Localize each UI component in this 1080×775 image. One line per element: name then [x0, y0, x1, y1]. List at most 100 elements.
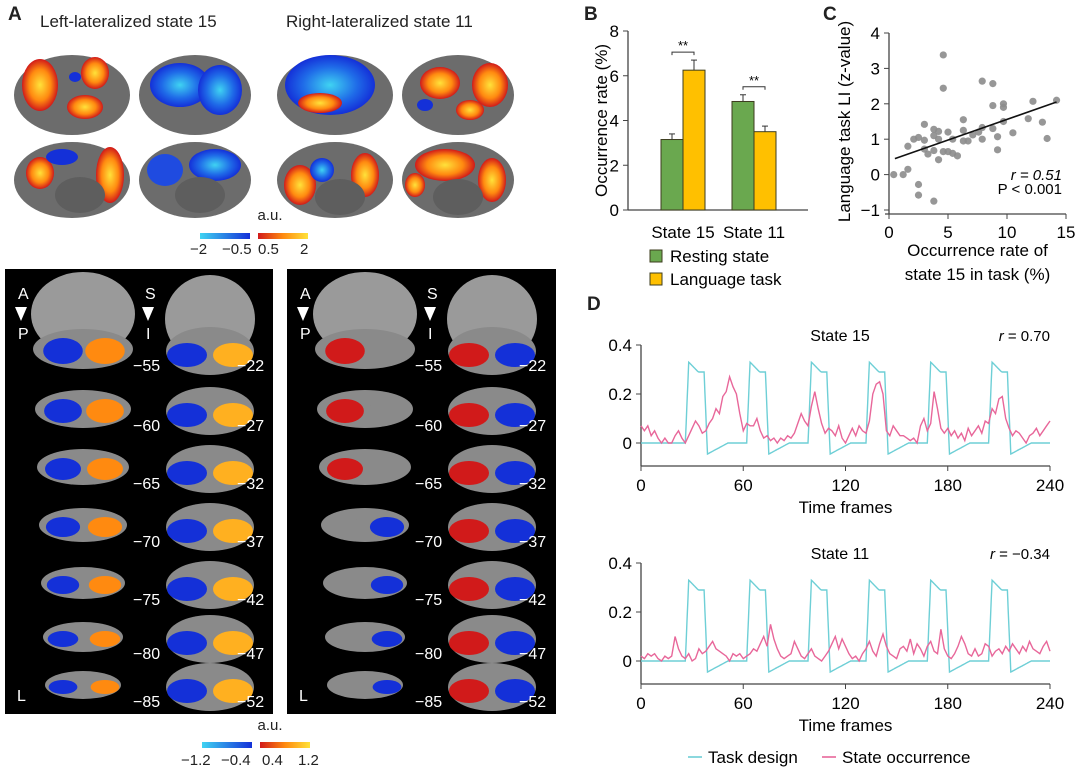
- panel-a-title-left: Left-lateralized state 15: [40, 12, 217, 31]
- arrow-down-icon: [142, 307, 154, 321]
- axial-slice-label: −27: [519, 418, 546, 435]
- coronal-slice-label: −60: [415, 418, 442, 435]
- coronal-activation-right: [372, 680, 402, 694]
- brain-medial-left-state15: [14, 142, 130, 218]
- y-tick-label: 4: [871, 24, 880, 43]
- colorbar-bottom-tick-3: 0.4: [262, 752, 283, 769]
- scatter-point: [920, 136, 928, 144]
- axial-activation-right: [495, 403, 535, 427]
- orientation-label-l: L: [17, 688, 26, 705]
- y-tick-label: 4: [610, 112, 619, 131]
- y-tick-label: 3: [871, 59, 880, 78]
- axial-slice-label: −47: [237, 646, 264, 663]
- axial-activation-right: [213, 519, 253, 543]
- colorbar-bottom-tick-4: 1.2: [298, 752, 319, 769]
- coronal-activation-left: [330, 680, 360, 694]
- brain-medial-right-state11: [402, 142, 514, 218]
- scatter-point: [993, 146, 1002, 154]
- coronal-activation-right: [368, 399, 406, 423]
- scatter-point: [1024, 115, 1032, 123]
- coronal-activation-left: [48, 680, 78, 694]
- scatter-point: [930, 197, 938, 205]
- axial-slice-label: −27: [237, 418, 264, 435]
- coronal-activation-right: [369, 517, 405, 537]
- colorbar-top-tick-1: −2: [190, 241, 208, 258]
- coronal-activation-right: [88, 576, 122, 594]
- coronal-slice-label: −75: [415, 592, 442, 609]
- scatter-point: [999, 103, 1008, 111]
- scatter-point: [939, 84, 947, 92]
- axial-activation-left: [449, 577, 489, 601]
- x-tick-label: 240: [1036, 476, 1064, 495]
- coronal-activation-left: [45, 458, 81, 480]
- scatter-point: [989, 80, 997, 88]
- brain-lateral-right-state11: [402, 55, 514, 135]
- panel-label-c: C: [823, 4, 837, 25]
- x-tick-label: 120: [831, 476, 859, 495]
- x-tick-label: 60: [734, 476, 753, 495]
- cerebellum-slices: A P S I L −55 −22 −60 −27 −65 −32 −70 −37 −75 −42 −80 −4…: [297, 272, 546, 711]
- coronal-slice-label: −75: [133, 592, 160, 609]
- y-tick-label: 8: [610, 22, 619, 41]
- colorbar-bottom-positive: [260, 742, 310, 748]
- scatter-point: [890, 171, 898, 179]
- legend-panel-d: Task design State occurrence: [688, 748, 971, 767]
- coronal-slice-label: −80: [133, 646, 160, 663]
- legend-label-state: State occurrence: [842, 748, 971, 767]
- brain-lateral-left-state11: [277, 55, 393, 135]
- orientation-label-i: I: [428, 326, 432, 343]
- arrow-down-icon: [297, 307, 309, 321]
- axial-activation-right: [495, 343, 535, 367]
- brain-lateral-left-state15: [14, 55, 130, 135]
- legend-swatch: [649, 249, 663, 263]
- legend-label: Language task: [670, 270, 782, 289]
- arrow-down-icon: [424, 307, 436, 321]
- colorbar-bottom-tick-1: −1.2: [181, 752, 211, 769]
- significance-label: **: [678, 38, 688, 53]
- panel-label-d: D: [587, 294, 601, 315]
- axial-slice-label: −42: [519, 592, 546, 609]
- x-tick-label: 0: [636, 694, 645, 713]
- legend-label-task: Task design: [708, 748, 798, 767]
- scatter-point: [934, 127, 943, 136]
- coronal-activation-left: [46, 576, 80, 594]
- brain-medial-left-state11: [277, 142, 393, 218]
- axial-activation-right: [495, 631, 535, 655]
- axial-activation-right: [213, 403, 253, 427]
- axial-slice-label: −22: [519, 358, 546, 375]
- scatter-point: [904, 142, 912, 150]
- x-axis-label-line1: Occurrence rate of: [907, 241, 1048, 260]
- scatter-point: [914, 191, 923, 199]
- coronal-activation-right: [371, 631, 403, 647]
- coronal-activation-left: [326, 399, 364, 423]
- colorbar-top-tick-4: 2: [300, 241, 309, 258]
- line-chart-state11: 0 0.2 0.4 0 60 120 180 240 Time frames State 11 r …: [608, 546, 1064, 735]
- scatter-point: [939, 51, 947, 59]
- legend-label: Resting state: [670, 247, 769, 266]
- scatter-point: [959, 126, 967, 134]
- colorbar-top-positive: [258, 233, 308, 239]
- y-tick-label: −1: [861, 201, 880, 220]
- significance-bracket: [742, 86, 766, 90]
- coronal-activation-left: [44, 399, 82, 423]
- axial-slice-label: −32: [237, 476, 264, 493]
- axial-activation-left: [449, 631, 489, 655]
- coronal-activation-left: [43, 338, 83, 364]
- axial-activation-left: [167, 343, 207, 367]
- scatter-point: [944, 128, 952, 136]
- axial-activation-left: [449, 679, 489, 703]
- axial-activation-left: [449, 461, 489, 485]
- axial-activation-right: [213, 679, 253, 703]
- significance-bracket: [671, 51, 695, 56]
- x-tick-label: 5: [943, 223, 952, 242]
- coronal-slice-label: −85: [415, 694, 442, 711]
- scatter-point: [989, 124, 997, 133]
- x-tick-label: 240: [1036, 694, 1064, 713]
- line-chart-state15: 0 0.2 0.4 0 60 120 180 240 Time frames State 15 r …: [608, 328, 1064, 517]
- orientation-label-p: P: [18, 326, 29, 343]
- coronal-activation-left: [47, 631, 79, 647]
- orientation-label-a: A: [18, 286, 29, 303]
- y-axis-label: Occurrence rate (%): [592, 44, 611, 197]
- coronal-slice-label: −55: [415, 358, 442, 375]
- scatter-point: [953, 152, 962, 160]
